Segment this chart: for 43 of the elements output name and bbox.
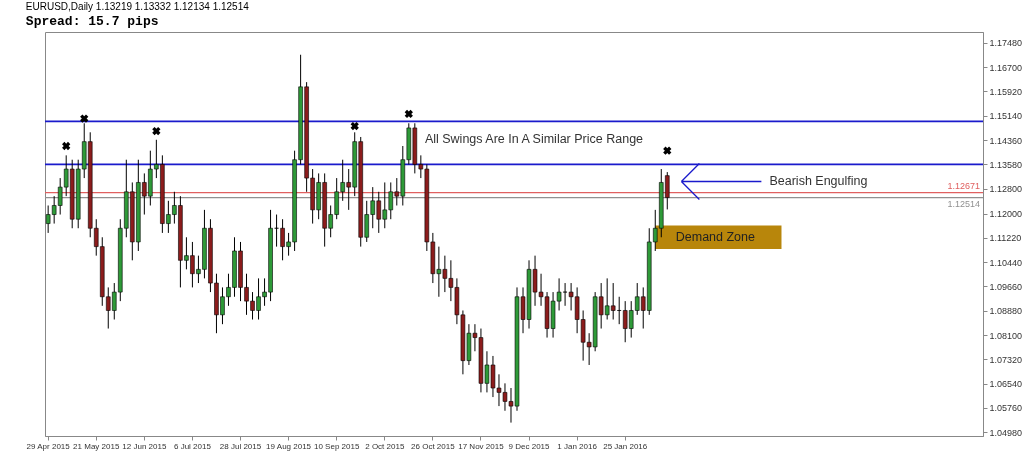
x-tick-label: 9 Dec 2015 xyxy=(508,441,551,451)
x-tick-label: 21 May 2015 xyxy=(73,441,120,451)
point xyxy=(62,141,71,151)
y-tick-label: 1.13580 xyxy=(989,159,1023,170)
x-tick-label: 1 Jan 2016 xyxy=(557,441,598,451)
y-tick-label: 1.08100 xyxy=(989,330,1023,341)
y-tick-label: 1.04980 xyxy=(989,427,1023,438)
ref-line-label: 1.12671 xyxy=(947,180,980,191)
point xyxy=(404,109,413,119)
x-tick-label: 2 Oct 2015 xyxy=(365,441,405,451)
point xyxy=(152,126,161,136)
x-tick-label: 28 Jul 2015 xyxy=(219,441,262,451)
y-tick-label: 1.11220 xyxy=(989,233,1022,244)
y-tick-label: 1.06540 xyxy=(989,379,1023,390)
y-tick-label: 1.07320 xyxy=(989,354,1023,365)
y-tick-label: 1.12800 xyxy=(989,184,1023,195)
y-tick-label: 1.12000 xyxy=(989,209,1023,220)
x-tick-label: 26 Oct 2015 xyxy=(411,441,456,451)
x-tick-label: 19 Aug 2015 xyxy=(266,441,312,451)
x-tick-label: 12 Jun 2015 xyxy=(122,441,167,451)
annotation: All Swings Are In A Similar Price Range xyxy=(424,132,644,147)
y-tick-label: 1.08880 xyxy=(989,306,1023,317)
point xyxy=(663,146,672,155)
chart-subtitle: Spread: 15.7 pips xyxy=(25,14,159,29)
y-tick-label: 1.15920 xyxy=(989,86,1023,97)
point xyxy=(80,114,89,123)
ref-line-label: 1.12514 xyxy=(947,198,980,209)
y-tick-label: 1.05760 xyxy=(989,403,1023,414)
y-tick-label: 1.10440 xyxy=(989,257,1023,268)
y-tick-label: 1.17480 xyxy=(989,38,1023,49)
chart-title: EURUSD,Daily 1.13219 1.13332 1.12134 1.12514 xyxy=(25,1,250,12)
y-tick-label: 1.09660 xyxy=(989,281,1023,292)
annotation: Bearish Engulfing xyxy=(769,174,868,189)
x-tick-label: 6 Jul 2015 xyxy=(173,441,212,451)
x-tick-label: 29 Apr 2015 xyxy=(26,441,71,451)
x-tick-label: 25 Jan 2016 xyxy=(603,441,648,451)
band-label: Demand Zone xyxy=(675,230,756,245)
y-tick-label: 1.14360 xyxy=(989,135,1023,146)
point xyxy=(350,121,359,131)
y-tick-label: 1.15140 xyxy=(989,111,1023,122)
x-tick-label: 17 Nov 2015 xyxy=(458,441,505,451)
y-tick-label: 1.16700 xyxy=(989,62,1023,73)
x-tick-label: 10 Sep 2015 xyxy=(313,441,360,451)
